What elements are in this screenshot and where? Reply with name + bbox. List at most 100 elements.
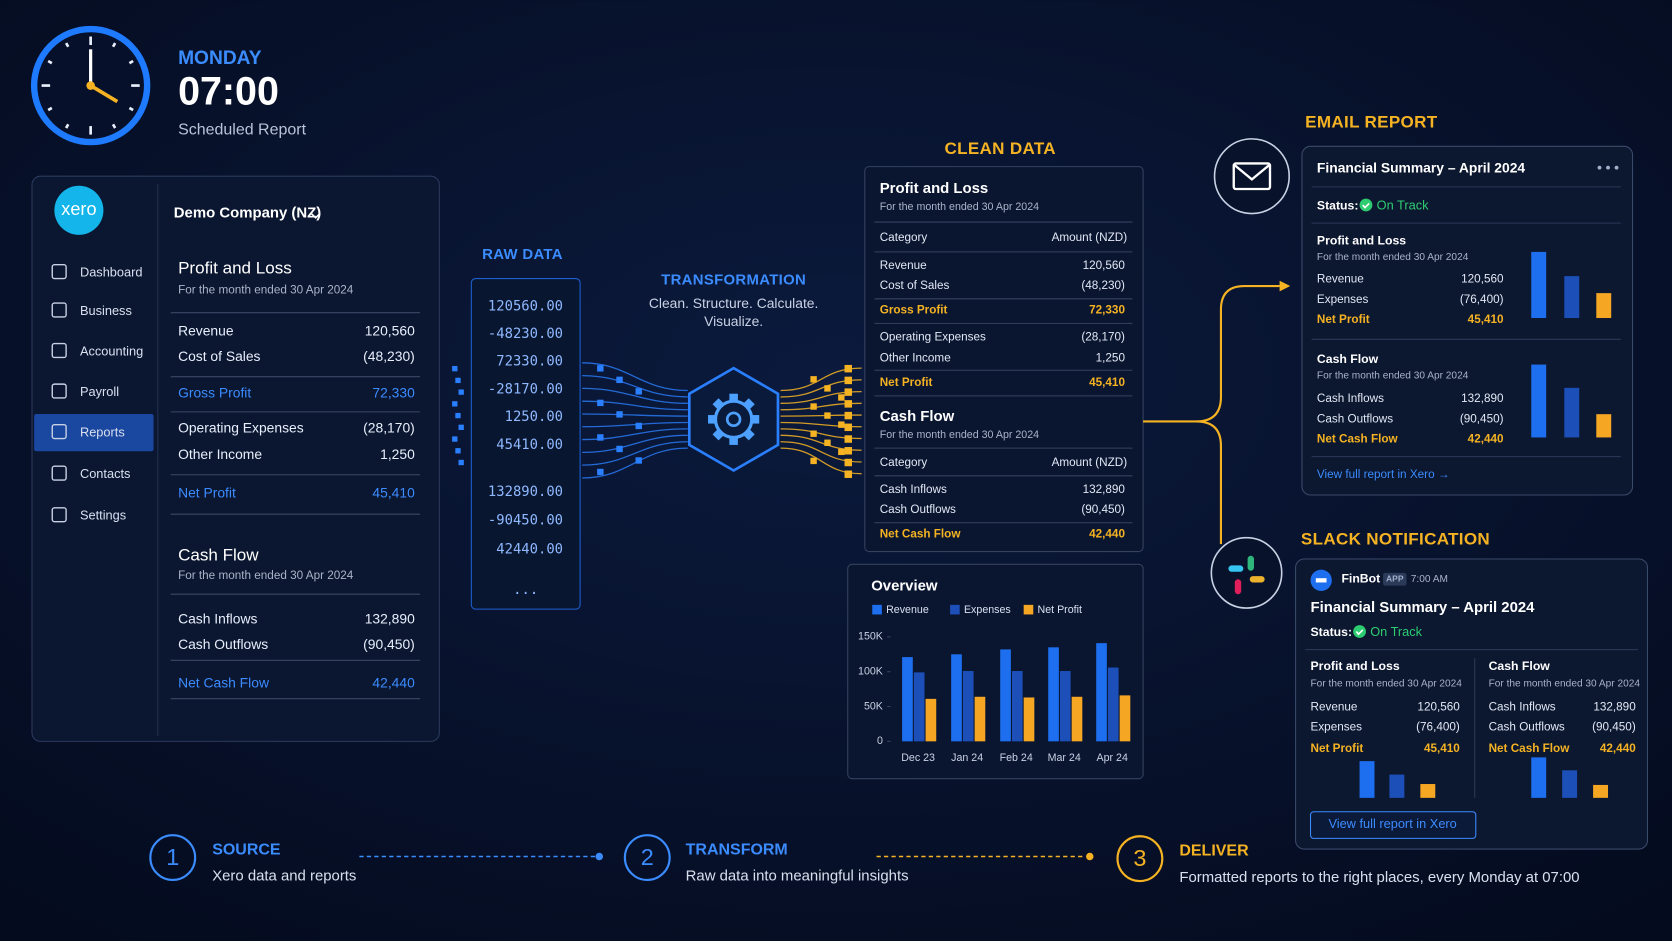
flow-dot bbox=[616, 376, 623, 384]
chart-title: Overview bbox=[871, 578, 938, 595]
flow-line bbox=[582, 447, 688, 479]
menu-dot bbox=[1606, 165, 1610, 170]
section-subtitle: For the month ended 30 Apr 2024 bbox=[1489, 678, 1641, 689]
nav-item[interactable]: Accounting bbox=[80, 344, 143, 359]
flow-line bbox=[582, 400, 688, 411]
row-label: Cash Outflows bbox=[880, 503, 956, 516]
row-label: Gross Profit bbox=[178, 384, 251, 400]
email-icon-ring bbox=[1213, 138, 1290, 215]
status-label: Status: bbox=[1317, 198, 1359, 212]
gear-tooth bbox=[729, 393, 738, 403]
row-amount: 132,890 bbox=[1593, 700, 1636, 713]
flow-dot bbox=[824, 412, 831, 419]
bot-avatar-mark bbox=[1315, 578, 1327, 583]
row-label: Cash Outflows bbox=[1317, 412, 1393, 425]
row-label: Revenue bbox=[1317, 273, 1364, 286]
nav-active bbox=[34, 413, 154, 452]
flow-dot bbox=[844, 458, 852, 467]
report-link[interactable]: View full report in Xero → bbox=[1317, 468, 1450, 481]
bar bbox=[951, 654, 962, 742]
row-label: Revenue bbox=[880, 259, 927, 272]
email-title: EMAIL REPORT bbox=[1305, 112, 1438, 131]
row-label: Cash Outflows bbox=[1489, 721, 1565, 734]
data-dot bbox=[458, 424, 464, 430]
section-title: Profit and Loss bbox=[880, 180, 989, 197]
company-name[interactable]: Demo Company (NZ) bbox=[174, 204, 321, 221]
legend-label: Net Profit bbox=[1038, 604, 1082, 616]
flow-dot bbox=[597, 434, 604, 441]
row-amount: 132,890 bbox=[1083, 483, 1126, 496]
flow-dot bbox=[597, 399, 604, 407]
row-amount: 45,410 bbox=[1424, 742, 1460, 755]
mini-bar bbox=[1593, 784, 1609, 798]
flow-dot bbox=[844, 411, 852, 420]
nav-icon bbox=[51, 383, 67, 399]
nav-item[interactable]: Dashboard bbox=[80, 265, 143, 280]
bar bbox=[1023, 697, 1035, 742]
flow-dot bbox=[635, 388, 642, 395]
xero-logo-text: xero bbox=[61, 199, 96, 219]
nav-item[interactable]: Reports bbox=[80, 425, 125, 440]
row-label: Operating Expenses bbox=[880, 330, 986, 343]
flow-line bbox=[582, 387, 688, 404]
step-connector-dot bbox=[595, 852, 604, 861]
report-button-text[interactable]: View full report in Xero bbox=[1328, 816, 1456, 831]
flow-dot bbox=[810, 430, 817, 437]
connector bbox=[1196, 420, 1223, 545]
transform-subtitle: Clean. Structure. Calculate. bbox=[649, 295, 818, 311]
section-title: Profit and Loss bbox=[1311, 659, 1400, 673]
bar bbox=[974, 696, 986, 742]
row-label: Cash Inflows bbox=[880, 483, 947, 496]
row-amount: (76,400) bbox=[1416, 721, 1460, 734]
column-header: Amount (NZD) bbox=[1052, 231, 1128, 244]
envelope-flap bbox=[1232, 163, 1271, 181]
data-dot bbox=[455, 412, 461, 419]
section-title: Profit and Loss bbox=[178, 258, 292, 277]
flow-dot bbox=[844, 470, 852, 478]
nav-item[interactable]: Contacts bbox=[80, 466, 130, 481]
clock-tick bbox=[64, 123, 70, 129]
step-connector-dot bbox=[1086, 852, 1094, 861]
clock-tick bbox=[64, 42, 70, 48]
x-tick-label: Jan 24 bbox=[951, 752, 983, 764]
clock-tick bbox=[128, 106, 134, 112]
day: MONDAY bbox=[178, 48, 262, 69]
row-amount: (28,170) bbox=[1081, 330, 1125, 343]
time: 07:00 bbox=[178, 70, 279, 114]
y-tick-label: 100K bbox=[858, 666, 883, 678]
row-amount: 45,410 bbox=[1468, 313, 1504, 326]
row-label: Net Cash Flow bbox=[1489, 742, 1571, 755]
raw-more: ... bbox=[513, 582, 538, 598]
nav-item[interactable]: Payroll bbox=[80, 384, 119, 399]
step-number: 1 bbox=[166, 844, 179, 870]
step-text: Xero data and reports bbox=[212, 868, 356, 885]
bar bbox=[902, 657, 913, 742]
row-amount: 120,560 bbox=[365, 323, 415, 339]
x-tick-label: Mar 24 bbox=[1048, 752, 1081, 764]
nav-item[interactable]: Business bbox=[80, 303, 132, 318]
mini-bar bbox=[1359, 761, 1375, 798]
flow-line bbox=[582, 362, 688, 392]
nav-item[interactable]: Settings bbox=[80, 508, 126, 523]
nav-icon bbox=[51, 507, 67, 523]
row-amount: (76,400) bbox=[1460, 293, 1504, 306]
y-tick-label: 0 bbox=[877, 735, 883, 747]
status-label: Status: bbox=[1311, 625, 1353, 639]
section-subtitle: For the month ended 30 Apr 2024 bbox=[178, 569, 354, 582]
data-dot bbox=[458, 459, 464, 466]
email-card bbox=[1301, 145, 1634, 496]
app-badge bbox=[1383, 572, 1407, 586]
section-subtitle: For the month ended 30 Apr 2024 bbox=[1311, 678, 1463, 689]
menu-dot bbox=[1614, 165, 1619, 170]
mini-bar bbox=[1564, 387, 1580, 438]
row-amount: (90,450) bbox=[1592, 721, 1636, 734]
section-subtitle: For the month ended 30 Apr 2024 bbox=[880, 429, 1039, 441]
column-header: Category bbox=[880, 456, 928, 469]
status: On Track bbox=[1377, 197, 1429, 212]
gear bbox=[713, 399, 754, 440]
flow-dot bbox=[810, 376, 817, 383]
bot-name: FinBot bbox=[1341, 571, 1380, 585]
raw-value: 42440.00 bbox=[496, 541, 563, 557]
